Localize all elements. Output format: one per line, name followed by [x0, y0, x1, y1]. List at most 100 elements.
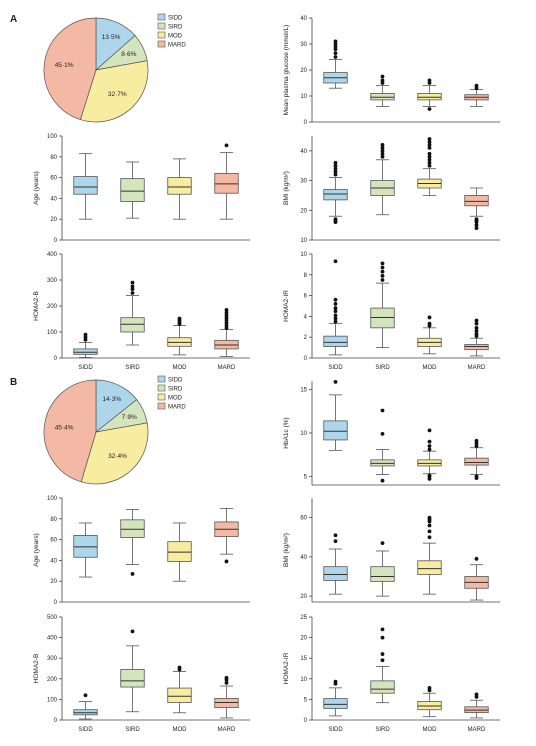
outlier-point-sidd — [83, 337, 88, 342]
box-sird — [120, 669, 145, 688]
y-tick-label: 0 — [304, 356, 308, 362]
section-label-b: B — [10, 377, 17, 388]
outlier-point-mod — [427, 78, 432, 83]
legend-label-sidd: SIDD — [168, 16, 183, 22]
box-mod — [167, 541, 192, 562]
outlier-point-mard — [224, 559, 229, 564]
y-tick-label: 2 — [304, 335, 308, 341]
outlier-point-mod — [427, 447, 432, 452]
box-sidd — [323, 698, 348, 709]
outlier-point-sird — [380, 278, 385, 282]
B-age-box-plot: 0 20 40 60 80 100 Age (years) — [33, 496, 250, 606]
outlier-point-mod — [427, 163, 432, 168]
outlier-point-sird — [130, 291, 135, 295]
outlier-point-sird — [380, 273, 385, 278]
x-tick-label-sidd: SIDD — [328, 727, 343, 733]
B-bmi-box-plot: 20 40 60 BMI (kg/m²) — [283, 498, 500, 603]
y-tick-label: 100 — [47, 697, 58, 703]
y-tick-label: 10 — [300, 94, 307, 100]
x-tick-label-mod: MOD — [423, 365, 438, 371]
outlier-point-mod — [177, 316, 182, 321]
y-tick-label: 20 — [50, 217, 57, 223]
y-tick-label: 20 — [50, 579, 57, 585]
legend-swatch-sidd — [157, 13, 166, 21]
y-axis-label: HbA1c (%) — [283, 417, 290, 448]
outlier-point-mard — [474, 474, 479, 479]
outlier-point-mod — [427, 160, 432, 165]
y-tick-label: 15 — [300, 388, 307, 394]
box-sird — [120, 178, 145, 202]
x-tick-label-sidd: SIDD — [328, 365, 343, 371]
pie-slice-label-sird: 7·9% — [122, 414, 137, 421]
outlier-point-mod — [427, 107, 432, 111]
y-axis-label: BMI (kg/m²) — [283, 171, 290, 205]
outlier-point-sird — [130, 629, 135, 634]
outlier-point-mod — [427, 477, 432, 481]
outlier-point-sidd — [333, 306, 338, 310]
box-mard — [214, 173, 239, 194]
outlier-point-mod — [427, 143, 432, 147]
x-tick-label-mard: MARD — [468, 365, 486, 371]
y-tick-label: 60 — [300, 516, 307, 522]
outlier-point-sird — [380, 261, 385, 266]
outlier-point-sidd — [333, 55, 338, 59]
outlier-point-mard — [474, 692, 479, 697]
y-tick-label: 10 — [300, 238, 307, 244]
outlier-point-sidd — [333, 42, 338, 46]
box-mod — [417, 560, 442, 575]
outlier-point-mod — [427, 137, 432, 141]
outlier-point-sird — [380, 269, 385, 274]
x-tick-label-sird: SIRD — [125, 365, 140, 371]
x-tick-label-sird: SIRD — [375, 365, 390, 371]
outlier-point-mod — [427, 145, 432, 150]
outlier-point-mard — [474, 438, 479, 443]
outlier-point-sidd — [333, 533, 338, 538]
y-tick-label: 300 — [47, 656, 58, 662]
y-tick-label: 0 — [54, 238, 58, 244]
outlier-point-mard — [224, 321, 229, 325]
legend-swatch-mard — [157, 402, 166, 410]
outlier-point-sird — [380, 78, 385, 83]
section-label-a: A — [10, 14, 17, 25]
outlier-point-mard — [474, 556, 479, 561]
box-mard — [464, 195, 489, 207]
B-hba1c-box-plot: 5 10 15 HbA1c (%) — [283, 379, 500, 486]
pie-slice-mod — [80, 422, 149, 485]
outlier-point-mard — [224, 681, 229, 685]
outlier-point-sird — [380, 81, 385, 85]
legend-swatch-mard — [157, 40, 166, 48]
outlier-point-mod — [427, 428, 432, 433]
outlier-point-sidd — [333, 163, 338, 168]
pie-slice-label-mard: 45·4% — [55, 424, 74, 431]
outlier-point-mod — [427, 444, 432, 448]
y-tick-label: 0 — [54, 718, 58, 724]
pie-slice-label-mard: 45·1% — [55, 62, 74, 69]
x-tick-label-sidd: SIDD — [78, 365, 93, 371]
y-tick-label: 60 — [50, 538, 57, 544]
box-sidd — [73, 348, 98, 355]
y-tick-label: 20 — [300, 68, 307, 74]
pie-slice-label-sidd: 13·5% — [102, 34, 121, 41]
box-sird — [370, 307, 395, 329]
y-tick-label: 5 — [304, 697, 308, 703]
y-axis-label: HOMA2-B — [33, 291, 40, 321]
A-pie-pie-chart: 13·5% 8·6% 32·7% 45·1% SIDD SIRD MOD MARD — [43, 13, 186, 123]
y-tick-label: 5 — [304, 474, 308, 480]
outlier-point-sidd — [83, 332, 88, 337]
outlier-point-mard — [474, 83, 479, 88]
y-tick-label: 30 — [300, 42, 307, 48]
outlier-point-sidd — [333, 47, 338, 52]
x-tick-label-mod: MOD — [173, 365, 188, 371]
y-axis-label: Age (years) — [33, 533, 40, 567]
outlier-point-sird — [380, 151, 385, 156]
box-mard — [214, 697, 239, 709]
outlier-point-mard — [224, 323, 229, 328]
outlier-point-mod — [427, 151, 432, 156]
outlier-point-sird — [380, 541, 385, 546]
outlier-point-mod — [427, 157, 432, 162]
outlier-point-sird — [380, 408, 385, 413]
outlier-point-mard — [224, 675, 229, 680]
outlier-point-sidd — [333, 302, 338, 306]
outlier-point-sird — [380, 658, 385, 663]
